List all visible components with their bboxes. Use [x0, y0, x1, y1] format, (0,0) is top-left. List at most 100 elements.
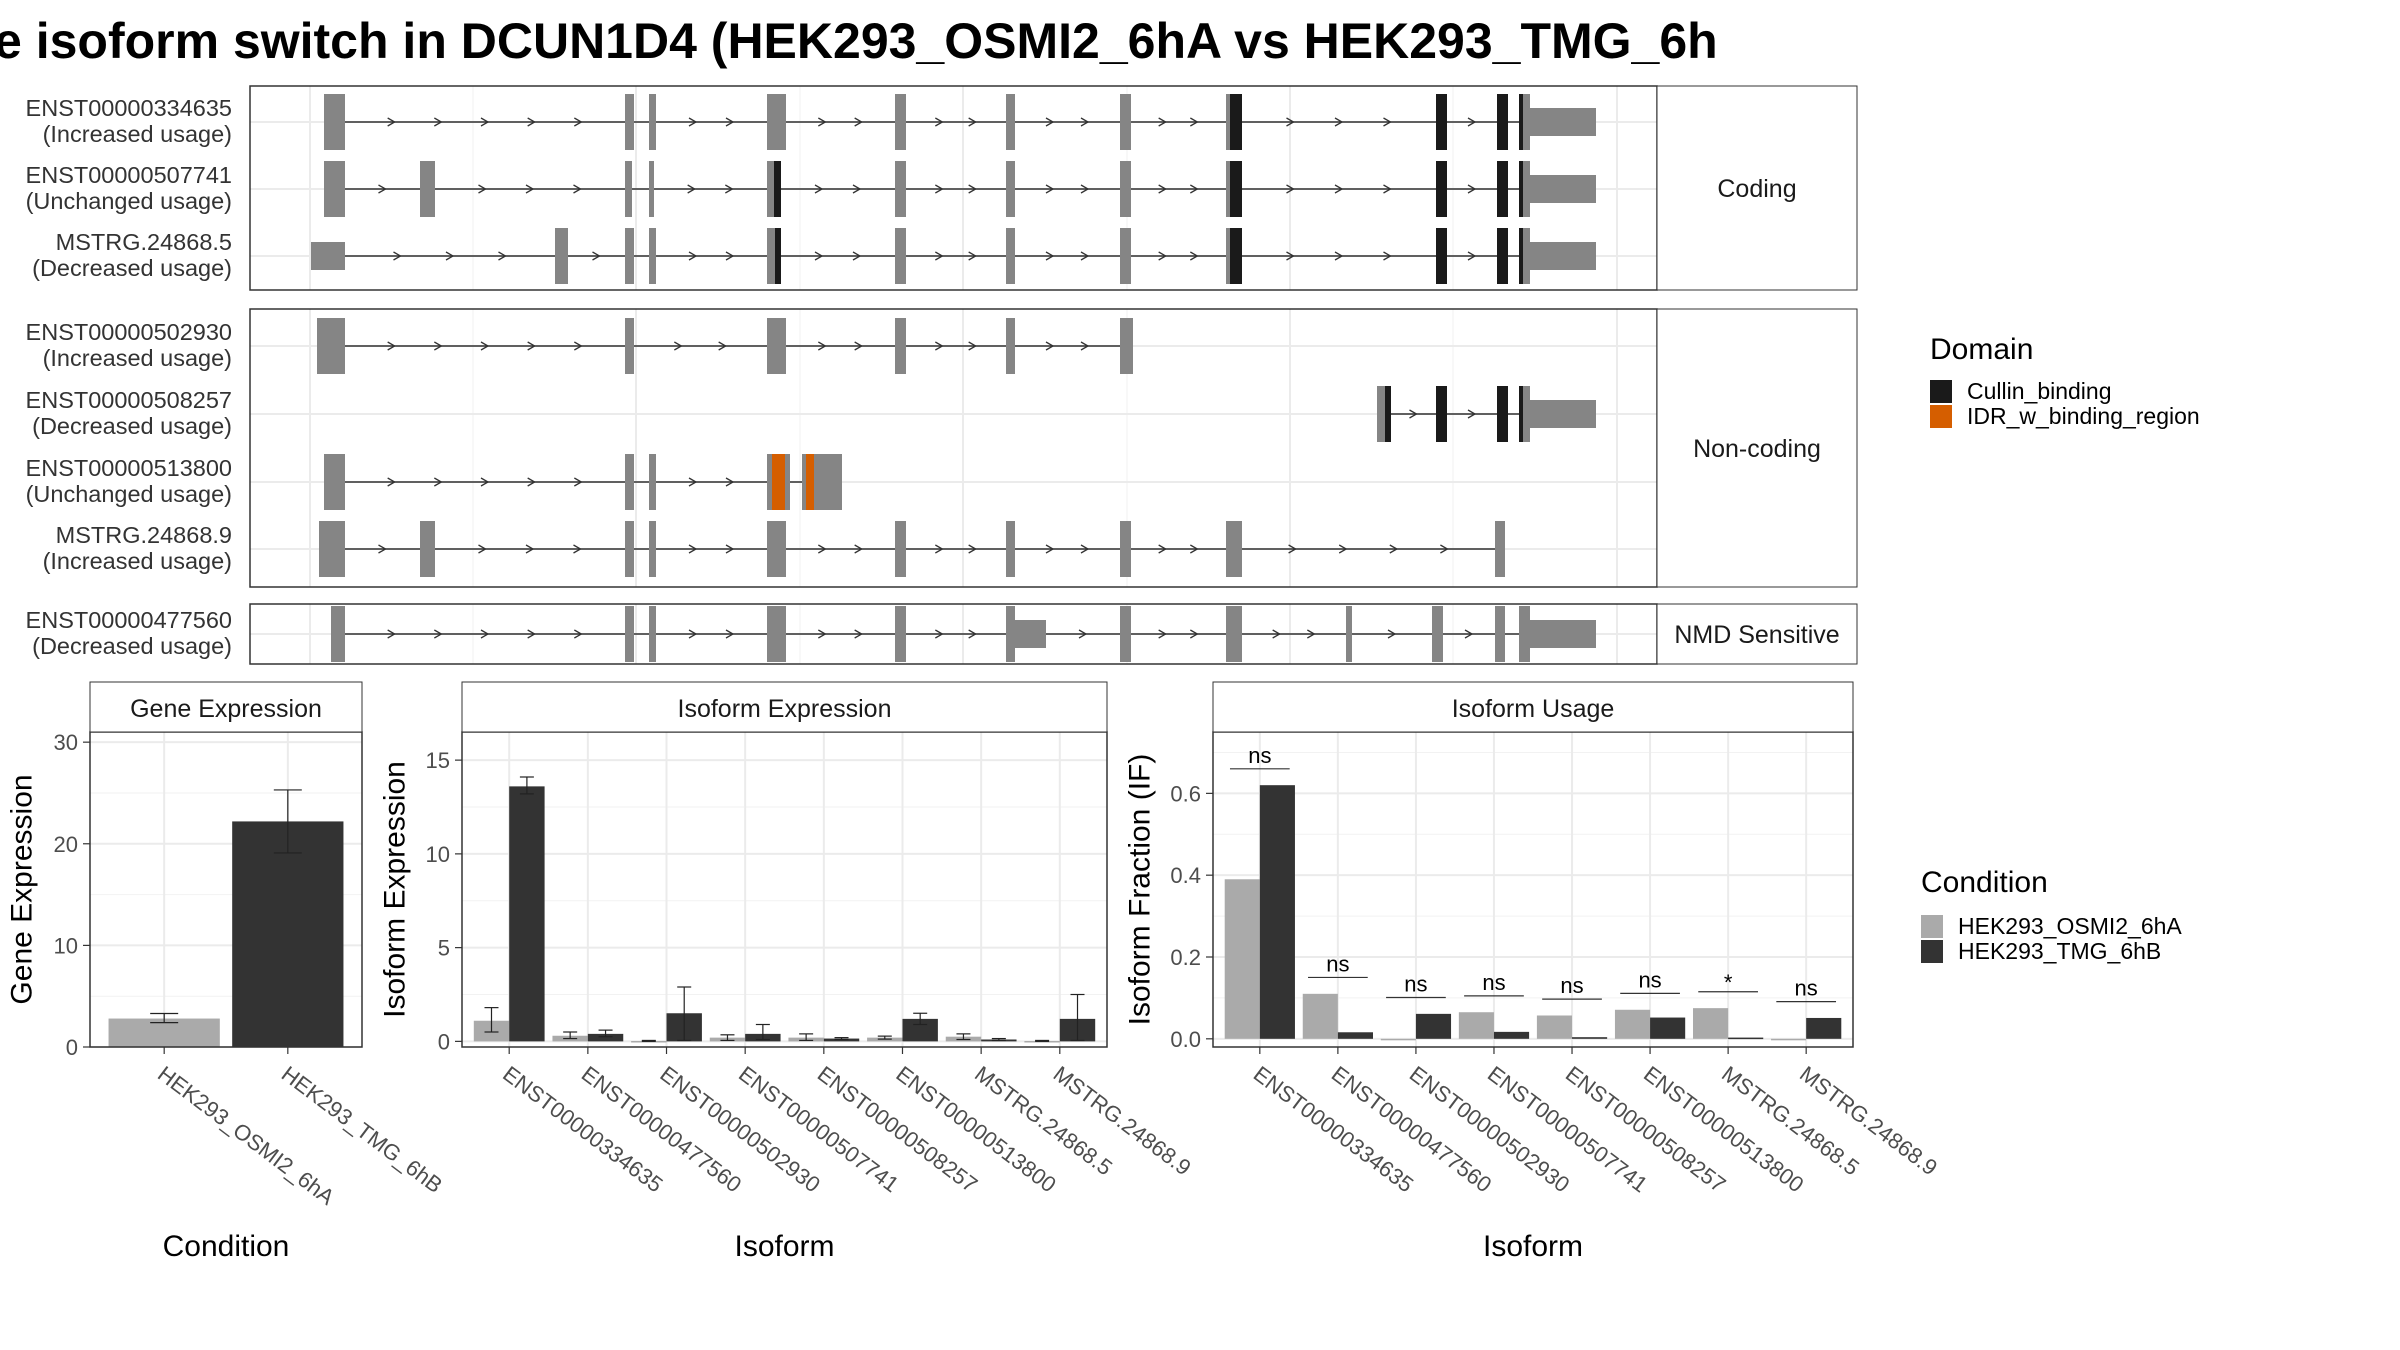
direction-arrow	[592, 251, 601, 261]
y-tick-label: 30	[54, 730, 78, 755]
direction-arrow	[725, 477, 735, 487]
direction-arrow	[1158, 544, 1167, 554]
bar-panel-isoform-expression: Isoform Expression051015ENST00000334635E…	[379, 681, 1196, 1263]
direction-arrow	[854, 544, 863, 554]
direction-arrow	[725, 117, 735, 127]
direction-arrow	[1467, 409, 1477, 419]
direction-arrow	[1045, 251, 1055, 261]
direction-arrow	[1190, 629, 1199, 639]
exon	[1120, 521, 1131, 577]
exon	[1523, 386, 1530, 442]
direction-arrow	[1080, 341, 1090, 351]
exon	[1495, 521, 1505, 577]
transcript-id-label: MSTRG.24868.5	[56, 229, 232, 255]
direction-arrow	[393, 251, 402, 261]
exon	[649, 228, 656, 284]
exon	[649, 94, 656, 150]
facet-strip	[1656, 308, 1858, 588]
facet-strip-label: Non-coding	[1693, 435, 1821, 463]
direction-arrow	[1272, 629, 1281, 639]
exon	[1495, 606, 1505, 662]
transcript-MSTRG.24868.9: MSTRG.24868.9(Increased usage)	[43, 521, 1505, 577]
direction-arrow	[1286, 117, 1295, 127]
exon	[802, 454, 806, 510]
exon	[1006, 161, 1015, 217]
direction-arrow	[688, 629, 698, 639]
direction-arrow	[968, 629, 977, 639]
direction-arrow	[378, 544, 387, 554]
direction-arrow	[968, 544, 977, 554]
direction-arrow	[1440, 544, 1449, 554]
exon	[895, 228, 906, 284]
exon	[895, 161, 906, 217]
transcript-usage-label: (Decreased usage)	[32, 255, 232, 281]
bar-MSTRG.24868.9-HEK293_TMG_6hB	[1806, 1017, 1842, 1039]
direction-arrow	[1467, 184, 1477, 194]
facet-strip	[1212, 681, 1854, 733]
direction-arrow	[818, 117, 827, 127]
y-tick-label: 0	[66, 1035, 78, 1060]
transcript-id-label: ENST00000477560	[26, 607, 232, 633]
bar-MSTRG.24868.5-HEK293_OSMI2_6hA	[1693, 1008, 1729, 1039]
direction-arrow	[818, 629, 827, 639]
exon-cullin-binding	[1436, 228, 1447, 284]
exon	[555, 228, 568, 284]
exon	[1226, 161, 1230, 217]
exon	[1530, 242, 1596, 270]
direction-arrow	[1158, 629, 1167, 639]
direction-arrow	[687, 184, 696, 194]
transcript-structure-plot: ENST00000334635(Increased usage)ENST0000…	[26, 85, 1858, 665]
direction-arrow	[387, 117, 396, 127]
direction-arrow	[1383, 117, 1392, 127]
exon	[649, 521, 656, 577]
bar-panel-gene-expression: Gene Expression0102030HEK293_OSMI2_6hAHE…	[6, 681, 447, 1263]
exon-cullin-binding	[1497, 386, 1508, 442]
bar-ENST00000507741-HEK293_OSMI2_6hA	[1458, 1012, 1494, 1039]
exon-cullin-binding	[1436, 161, 1447, 217]
y-tick-label: 0.2	[1170, 945, 1201, 970]
exon-cullin-binding	[775, 228, 781, 284]
transcript-id-label: ENST00000507741	[26, 162, 232, 188]
exon	[1120, 318, 1133, 374]
transcript-id-label: ENST00000508257	[26, 387, 232, 413]
bar-HEK293_TMG_6hB	[232, 821, 344, 1047]
direction-arrow	[525, 184, 535, 194]
exon	[1523, 161, 1530, 217]
bar-ENST00000513800-HEK293_TMG_6hB	[1650, 1017, 1686, 1039]
legend-label-HEK293_OSMI2_6hA: HEK293_OSMI2_6hA	[1958, 913, 2182, 939]
exon	[767, 161, 774, 217]
exon	[1523, 228, 1530, 284]
exon	[1377, 386, 1385, 442]
transcript-panel-nmd-sensitive: ENST00000477560(Decreased usage) NMD Sens…	[26, 603, 1858, 665]
exon	[324, 94, 344, 150]
y-tick-label: 15	[426, 748, 450, 773]
direction-arrow	[480, 341, 490, 351]
legend-key-HEK293_TMG_6hB	[1921, 940, 1943, 963]
direction-arrow	[434, 117, 443, 127]
transcript-panel-coding: ENST00000334635(Increased usage)ENST0000…	[26, 85, 1858, 291]
transcript-usage-label: (Decreased usage)	[32, 633, 232, 659]
facet-strip	[89, 681, 363, 733]
direction-arrow	[968, 341, 977, 351]
significance-label: ns	[1326, 951, 1349, 976]
direction-arrow	[968, 184, 977, 194]
exon	[625, 454, 634, 510]
direction-arrow	[935, 544, 944, 554]
bar-ENST00000513800-HEK293_OSMI2_6hA	[1614, 1009, 1651, 1039]
direction-arrow	[1286, 251, 1295, 261]
transcript-id-label: MSTRG.24868.9	[56, 522, 232, 548]
facet-strip-label: NMD Sensitive	[1674, 621, 1839, 649]
exon	[1346, 606, 1352, 662]
exon	[625, 228, 634, 284]
direction-arrow	[854, 117, 863, 127]
direction-arrow	[387, 341, 396, 351]
direction-arrow	[574, 341, 583, 351]
panel-background	[462, 732, 1107, 1047]
significance-label: ns	[1248, 743, 1271, 768]
significance-label: ns	[1560, 973, 1583, 998]
legend-label-HEK293_TMG_6hB: HEK293_TMG_6hB	[1958, 938, 2161, 964]
direction-arrow	[527, 477, 536, 487]
direction-arrow	[1383, 184, 1392, 194]
